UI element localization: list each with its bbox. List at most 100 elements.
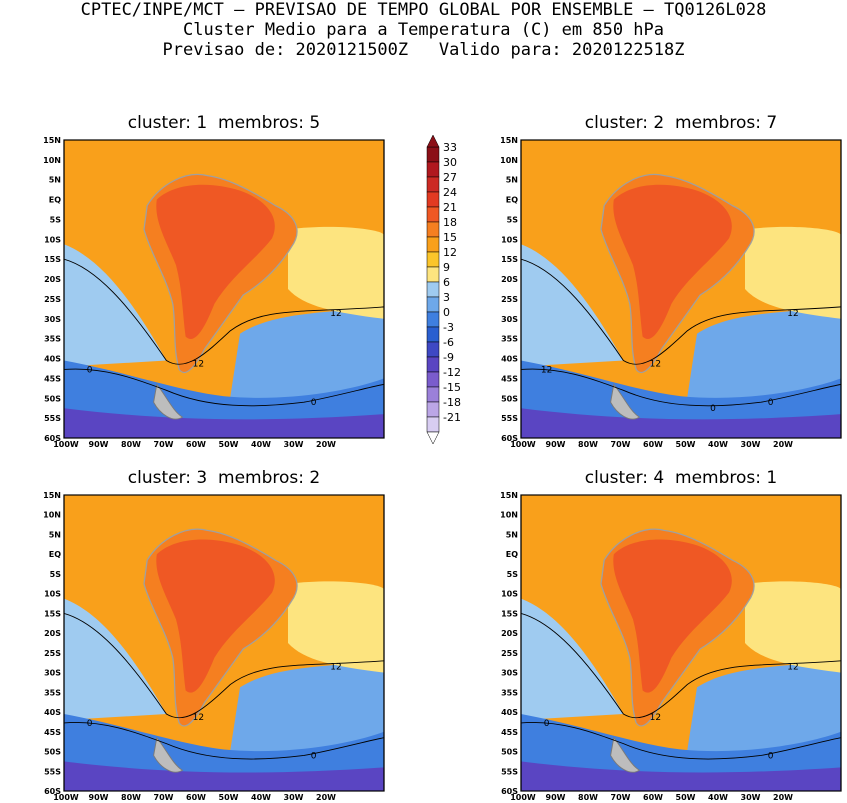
contour-label: 12 xyxy=(650,360,661,370)
lon-tick-label: 40W xyxy=(708,440,728,449)
colorbar-swatch xyxy=(426,326,440,343)
lat-tick-label: 35S xyxy=(501,688,518,697)
lon-tick-label: 90W xyxy=(546,793,566,802)
colorbar-swatch xyxy=(426,401,440,418)
lat-tick-label: 20S xyxy=(44,275,61,284)
colorbar-label: 12 xyxy=(443,246,457,259)
contour-0 xyxy=(521,368,841,407)
colorbar-swatch xyxy=(426,161,440,178)
coastline xyxy=(600,528,755,727)
map-panel-4 xyxy=(520,494,842,792)
lat-tick-label: 15S xyxy=(501,255,518,264)
contour-label: 0 xyxy=(311,398,317,408)
lon-tick-label: 100W xyxy=(53,793,79,802)
coastline xyxy=(600,173,755,374)
panel-2-title: cluster: 2 membros: 7 xyxy=(584,113,778,133)
temp-band-cool-west xyxy=(64,598,167,720)
colorbar-label: -18 xyxy=(443,396,461,409)
lat-tick-label: 45S xyxy=(44,374,61,383)
lat-tick-label: 5S xyxy=(507,215,519,224)
lon-tick-label: 70W xyxy=(611,793,631,802)
lat-tick-label: 45S xyxy=(501,374,518,383)
lon-tick-label: 40W xyxy=(708,793,728,802)
patagonia-landmass xyxy=(610,383,641,420)
colorbar-label: -6 xyxy=(443,336,454,349)
lat-tick-label: 10S xyxy=(501,235,518,244)
lat-tick-label: 60S xyxy=(44,434,61,443)
colorbar-swatch xyxy=(426,341,440,358)
lat-tick-label: 40S xyxy=(501,355,518,364)
panel-3-title: cluster: 3 membros: 2 xyxy=(127,468,321,488)
lat-tick-label: 25S xyxy=(44,295,61,304)
lon-tick-label: 60W xyxy=(643,440,663,449)
contour-label: 12 xyxy=(330,309,341,319)
temp-band-mild xyxy=(745,226,841,319)
lon-tick-label: 80W xyxy=(578,793,598,802)
map-panel-2 xyxy=(520,139,842,439)
lat-tick-label: 50S xyxy=(501,394,518,403)
lat-tick-label: 55S xyxy=(501,767,518,776)
contour-12 xyxy=(521,612,841,719)
lat-tick-label: 10N xyxy=(500,156,518,165)
temp-band-mild xyxy=(745,581,841,673)
contour-label: 0 xyxy=(768,751,774,761)
colorbar-label: 18 xyxy=(443,216,457,229)
contour-12 xyxy=(64,612,384,719)
coastline xyxy=(143,528,298,727)
temp-band-mild xyxy=(288,581,384,673)
colorbar-label: -9 xyxy=(443,351,454,364)
contour-label: 12 xyxy=(787,309,798,319)
temp-band-coldest xyxy=(64,408,384,438)
panel-frame xyxy=(63,139,385,439)
lat-tick-label: 30S xyxy=(501,315,518,324)
temp-band-coldest xyxy=(64,761,384,791)
lat-tick-label: 35S xyxy=(44,335,61,344)
lon-tick-label: 60W xyxy=(643,793,663,802)
continent-hot-area xyxy=(156,184,275,340)
temp-band-cool-west xyxy=(64,244,167,367)
lat-tick-label: 25S xyxy=(44,649,61,658)
panel-4-title: cluster: 4 membros: 1 xyxy=(584,468,778,488)
lat-tick-label: 5N xyxy=(506,530,518,539)
colorbar-label: -21 xyxy=(443,411,461,424)
lon-tick-label: 30W xyxy=(284,793,304,802)
patagonia-landmass xyxy=(153,736,184,773)
colorbar-swatch xyxy=(426,236,440,253)
lon-tick-label: 80W xyxy=(578,440,598,449)
continent-hot-area xyxy=(156,539,275,693)
lat-tick-label: 20S xyxy=(501,629,518,638)
lat-tick-label: 35S xyxy=(44,688,61,697)
colorbar-label: -15 xyxy=(443,381,461,394)
lat-tick-label: 50S xyxy=(501,748,518,757)
lon-tick-label: 100W xyxy=(53,440,79,449)
lon-tick-label: 20W xyxy=(773,440,793,449)
lon-tick-label: 70W xyxy=(611,440,631,449)
lat-tick-label: EQ xyxy=(49,550,61,559)
lat-tick-label: 40S xyxy=(44,355,61,364)
patagonia-landmass xyxy=(610,736,641,773)
lon-tick-label: 90W xyxy=(546,440,566,449)
contour-label: 12 xyxy=(541,365,552,375)
colorbar-swatch xyxy=(426,146,440,163)
lat-tick-label: 10S xyxy=(44,590,61,599)
lon-tick-label: 40W xyxy=(251,440,271,449)
colorbar-swatch xyxy=(426,281,440,298)
lon-tick-label: 30W xyxy=(741,440,761,449)
lat-tick-label: 5N xyxy=(49,530,61,539)
map-panel-3 xyxy=(63,494,385,792)
lat-tick-label: 55S xyxy=(44,767,61,776)
lat-tick-label: 15S xyxy=(501,609,518,618)
lat-tick-label: 60S xyxy=(44,787,61,796)
header-title-line2: Cluster Medio para a Temperatura (C) em … xyxy=(182,20,665,40)
colorbar-top-arrow xyxy=(426,134,440,148)
lat-tick-label: 50S xyxy=(44,394,61,403)
colorbar-label: 6 xyxy=(443,276,450,289)
temp-band-mild xyxy=(288,226,384,319)
lon-tick-label: 100W xyxy=(510,440,536,449)
lon-tick-label: 50W xyxy=(219,793,239,802)
colorbar-label: 30 xyxy=(443,156,457,169)
contour-0 xyxy=(64,722,384,760)
lon-tick-label: 80W xyxy=(121,793,141,802)
contour-label: 0 xyxy=(768,398,774,408)
lon-tick-label: 90W xyxy=(89,793,109,802)
